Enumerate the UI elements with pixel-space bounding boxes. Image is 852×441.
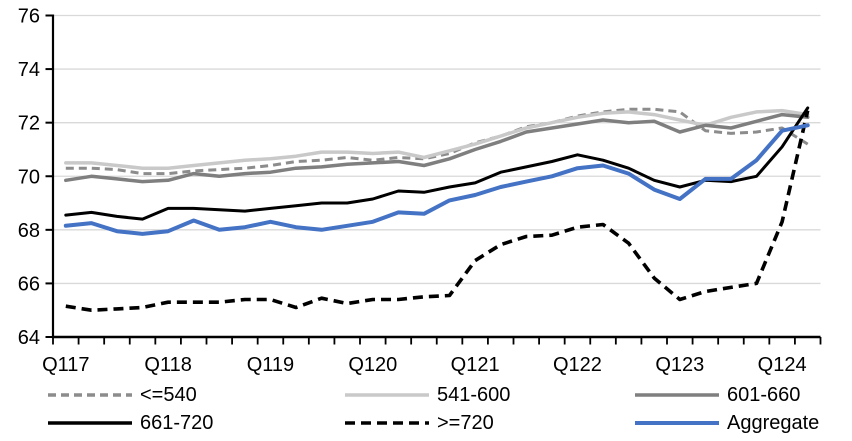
legend-label-661-720: 661-720 [140, 412, 214, 434]
y-axis-label-70: 70 [18, 166, 40, 188]
plot-area: 64 66 68 70 72 74 76 Q117 Q118 Q119 Q120 Q121 Q122 Q1… [18, 6, 822, 376]
legend-item-661-720: 661-720 [48, 412, 213, 434]
y-axis-label-68: 68 [18, 220, 40, 242]
legend-sample-ge720 [345, 421, 429, 425]
x-axis-label-Q124: Q124 [758, 354, 807, 376]
series-line-540 [65, 107, 809, 176]
x-axis-label-Q118: Q118 [144, 354, 191, 376]
legend-sample-541-600 [345, 393, 429, 397]
legend-label-601-660: 601-660 [727, 384, 801, 406]
legend-label-aggregate: Aggregate [727, 412, 820, 434]
x-axis-label-Q117: Q117 [42, 354, 89, 376]
legend-sample-le540 [48, 393, 132, 397]
legend-label-le540: <=540 [140, 384, 197, 406]
y-axis-label-74: 74 [18, 59, 40, 81]
y-axis-label-66: 66 [18, 273, 40, 295]
x-axis-label-Q120: Q120 [348, 354, 397, 376]
legend-item-601-660: 601-660 [635, 384, 800, 406]
y-axis-label-76: 76 [18, 6, 40, 28]
series-line-aggregate [63, 123, 810, 236]
series-line-661720 [64, 106, 810, 221]
legend-item-ge720: >=720 [345, 412, 494, 434]
x-axis-label-Q123: Q123 [655, 354, 704, 376]
series-line-601660 [64, 112, 810, 184]
legend-item-le540: <=540 [48, 384, 197, 406]
legend-sample-661-720 [48, 421, 132, 425]
legend-sample-601-660 [635, 393, 719, 397]
legend-label-541-600: 541-600 [437, 384, 511, 406]
x-axis-label-Q121: Q121 [451, 354, 500, 376]
series-line-541600 [64, 108, 810, 170]
y-axis-label-72: 72 [18, 113, 40, 135]
x-axis-label-Q122: Q122 [553, 354, 602, 376]
series-line-720 [65, 110, 810, 313]
legend-item-aggregate: Aggregate [635, 412, 819, 434]
legend-sample-aggregate [635, 421, 719, 425]
legend-label-ge720: >=720 [437, 412, 494, 434]
x-axis-label-Q119: Q119 [247, 354, 294, 376]
legend-item-541-600: 541-600 [345, 384, 510, 406]
y-axis-label-64: 64 [18, 327, 40, 349]
